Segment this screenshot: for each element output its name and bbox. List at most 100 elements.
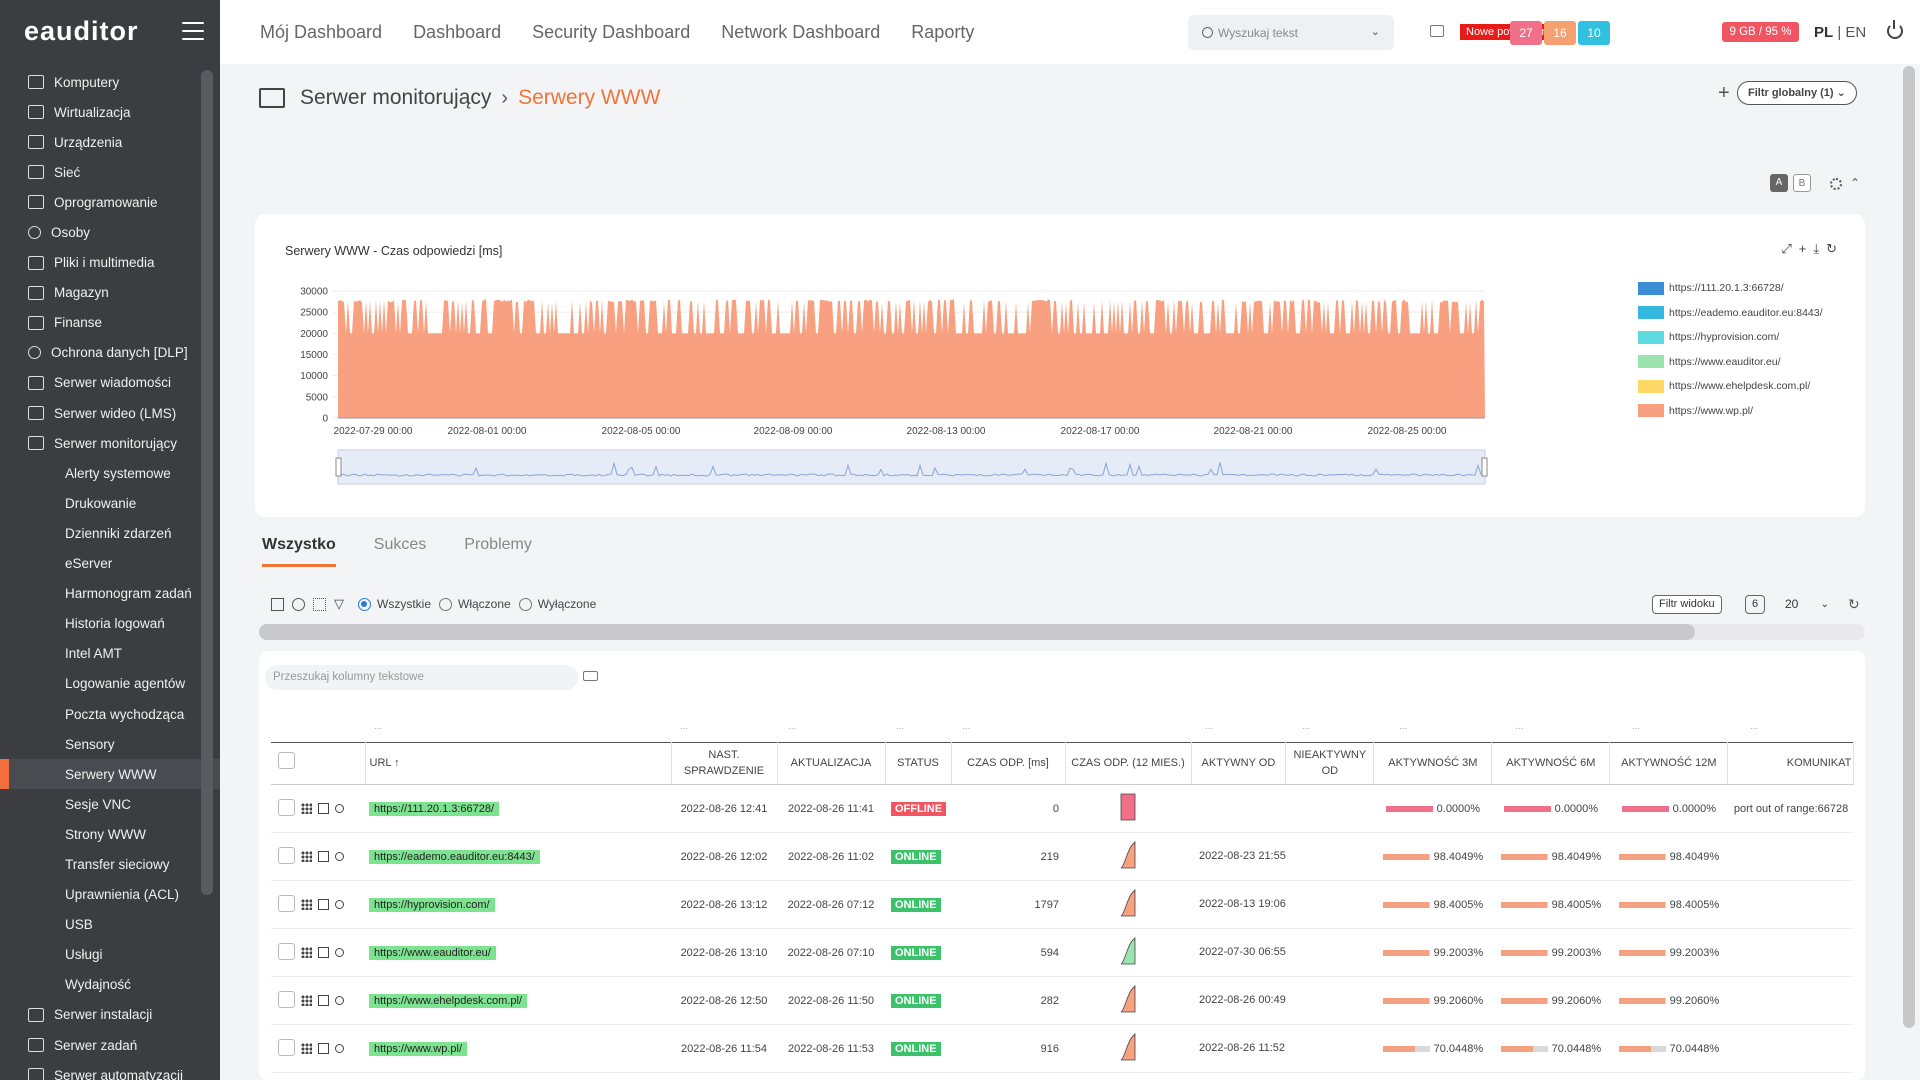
details-grid-icon[interactable] xyxy=(301,851,312,862)
eauditor-logo[interactable]: eauditor xyxy=(24,15,139,46)
sidebar-item-historia-logowań[interactable]: Historia logowań xyxy=(0,609,220,639)
column-menu-icon[interactable]: ... xyxy=(1632,721,1641,732)
list-icon[interactable] xyxy=(318,803,329,814)
sidebar-item-serwer-wideo-lms-[interactable]: Serwer wideo (LMS) xyxy=(0,398,220,428)
legend-item[interactable]: https://www.eauditor.eu/ xyxy=(1638,350,1823,375)
sidebar-item-usb[interactable]: USB xyxy=(0,910,220,940)
sidebar-item-serwer-automatyzacji[interactable]: Serwer automatyzacji xyxy=(0,1060,220,1080)
col-active-since[interactable]: AKTYWNY OD xyxy=(1191,742,1287,785)
row-checkbox[interactable] xyxy=(277,1038,295,1056)
response-time-chart[interactable]: 30000 25000 20000 15000 10000 5000 0 2022-07-29… xyxy=(255,214,1865,517)
table-row[interactable]: https://www.wp.pl/2022-08-26 11:54 2022-0… xyxy=(271,1024,1854,1073)
sidebar-item-harmonogram-zadań[interactable]: Harmonogram zadań xyxy=(0,579,220,609)
lang-en[interactable]: EN xyxy=(1845,24,1867,41)
zoom-plus-icon[interactable]: + xyxy=(1798,241,1807,256)
url-link[interactable]: https://www.eauditor.eu/ xyxy=(369,945,496,960)
table-refresh-icon[interactable]: ↻ xyxy=(1848,596,1860,612)
column-menu-icon[interactable]: ... xyxy=(1205,721,1214,732)
sidebar-item-uprawnienia-acl-[interactable]: Uprawnienia (ACL) xyxy=(0,880,220,910)
memory-usage-badge[interactable]: 9 GB / 95 % xyxy=(1722,22,1799,42)
row-checkbox[interactable] xyxy=(277,990,295,1008)
select-all-checkbox[interactable] xyxy=(277,752,295,770)
list-icon[interactable] xyxy=(318,995,329,1006)
legend-item[interactable]: https://www.wp.pl/ xyxy=(1638,399,1823,424)
export-icon[interactable] xyxy=(271,597,284,611)
page-scrollbar[interactable] xyxy=(1903,66,1915,1028)
sidebar-item-urządzenia[interactable]: Urządzenia xyxy=(0,127,220,157)
row-checkbox[interactable] xyxy=(277,798,295,816)
sidebar-item-strony-www[interactable]: Strony WWW xyxy=(0,819,220,849)
sidebar-item-dzienniki-zdarzeń[interactable]: Dzienniki zdarzeń xyxy=(0,518,220,548)
chat-icon[interactable] xyxy=(1430,25,1444,37)
sidebar-item-komputery[interactable]: Komputery xyxy=(0,67,220,97)
column-menu-icon[interactable]: ... xyxy=(1399,721,1408,732)
details-grid-icon[interactable] xyxy=(301,947,312,958)
sidebar-item-wirtualizacja[interactable]: Wirtualizacja xyxy=(0,97,220,127)
sidebar-item-poczta-wychodząca[interactable]: Poczta wychodząca xyxy=(0,699,220,729)
search-icon[interactable] xyxy=(335,900,344,909)
table-row[interactable]: https://www.eauditor.eu/2022-08-26 13:10… xyxy=(271,928,1854,977)
url-link[interactable]: https://111.20.1.3:66728/ xyxy=(369,801,500,816)
menu-toggle-icon[interactable] xyxy=(182,22,204,40)
lang-pl[interactable]: PL xyxy=(1814,24,1834,41)
language-switch[interactable]: PL | EN xyxy=(1814,24,1866,41)
table-row[interactable]: https://eademo.eauditor.eu:8443/2022-08-… xyxy=(271,832,1854,881)
layout-b-button[interactable]: B xyxy=(1793,174,1811,192)
columns-grid-icon[interactable] xyxy=(313,597,326,611)
list-icon[interactable] xyxy=(318,899,329,910)
column-menu-icon[interactable]: ... xyxy=(962,721,971,732)
topnav-security-dashboard[interactable]: Security Dashboard xyxy=(532,21,691,42)
sidebar-item-oprogramowanie[interactable]: Oprogramowanie xyxy=(0,187,220,217)
row-checkbox[interactable] xyxy=(277,846,295,864)
sidebar-item-sensory[interactable]: Sensory xyxy=(0,729,220,759)
layout-a-button[interactable]: A xyxy=(1770,174,1788,192)
col-updated[interactable]: AKTUALIZACJA xyxy=(777,742,886,785)
page-size-select[interactable]: 20 ⌄ xyxy=(1781,594,1833,615)
power-icon[interactable] xyxy=(1887,20,1903,39)
radio-enabled[interactable] xyxy=(439,597,452,611)
topnav-my-dashboard[interactable]: Mój Dashboard xyxy=(260,21,383,42)
column-menu-icon[interactable]: ... xyxy=(1750,721,1759,732)
col-inactive-since[interactable]: NIEAKTYWNY OD xyxy=(1285,742,1375,785)
row-checkbox[interactable] xyxy=(277,894,295,912)
sidebar-item-serwer-wiadomości[interactable]: Serwer wiadomości xyxy=(0,368,220,398)
sidebar-item-pliki-i-multimedia[interactable]: Pliki i multimedia xyxy=(0,248,220,278)
table-row[interactable]: https://hyprovision.com/2022-08-26 13:12… xyxy=(271,880,1854,929)
breadcrumb-parent[interactable]: Serwer monitorujący xyxy=(300,86,492,109)
legend-item[interactable]: https://eademo.eauditor.eu:8443/ xyxy=(1638,301,1823,326)
radio-disabled[interactable] xyxy=(518,597,532,611)
sidebar-item-serwer-monitorujący[interactable]: Serwer monitorujący xyxy=(0,428,220,458)
col-activity-12m[interactable]: AKTYWNOŚĆ 12M xyxy=(1609,742,1729,785)
column-search-input[interactable]: Przeszukaj kolumny tekstowe xyxy=(265,665,578,690)
sidebar-item-wydajność[interactable]: Wydajność xyxy=(0,970,220,1000)
gear-icon[interactable] xyxy=(1830,178,1842,190)
sidebar-item-alerty-systemowe[interactable]: Alerty systemowe xyxy=(0,458,220,488)
col-next-check[interactable]: NAST. SPRAWDZENIE xyxy=(671,742,778,785)
details-grid-icon[interactable] xyxy=(301,995,312,1006)
horizontal-scrollbar[interactable] xyxy=(259,624,1865,640)
search-icon[interactable] xyxy=(335,948,344,957)
tab-problems[interactable]: Problemy xyxy=(464,536,532,553)
radio-all[interactable] xyxy=(358,597,371,611)
sidebar-item-usługi[interactable]: Usługi xyxy=(0,940,220,970)
topnav-dashboard[interactable]: Dashboard xyxy=(413,21,502,42)
sidebar-item-osoby[interactable]: Osoby xyxy=(0,217,220,247)
alert-count-red[interactable]: 27 xyxy=(1510,21,1542,45)
column-menu-icon[interactable]: ... xyxy=(1515,721,1524,732)
sidebar-scrollbar[interactable] xyxy=(201,70,213,895)
col-response-time[interactable]: CZAS ODP. [ms] xyxy=(951,742,1066,785)
list-icon[interactable] xyxy=(318,1043,329,1054)
add-filter-icon[interactable]: + xyxy=(1718,82,1730,104)
search-icon[interactable] xyxy=(335,804,344,813)
sidebar-item-serwer-zadań[interactable]: Serwer zadań xyxy=(0,1030,220,1060)
chevron-up-icon[interactable]: ⌃ xyxy=(1850,176,1861,190)
refresh-icon[interactable]: ↻ xyxy=(1826,241,1837,256)
add-circle-icon[interactable] xyxy=(292,597,305,611)
search-icon[interactable] xyxy=(335,996,344,1005)
legend-item[interactable]: https://www.ehelpdesk.com.pl/ xyxy=(1638,374,1823,399)
sidebar-item-logowanie-agentów[interactable]: Logowanie agentów xyxy=(0,669,220,699)
sidebar-item-transfer-sieciowy[interactable]: Transfer sieciowy xyxy=(0,849,220,879)
search-icon[interactable] xyxy=(335,852,344,861)
topnav-network-dashboard[interactable]: Network Dashboard xyxy=(721,21,881,42)
sidebar-item-serwery-www[interactable]: Serwery WWW xyxy=(0,759,220,790)
